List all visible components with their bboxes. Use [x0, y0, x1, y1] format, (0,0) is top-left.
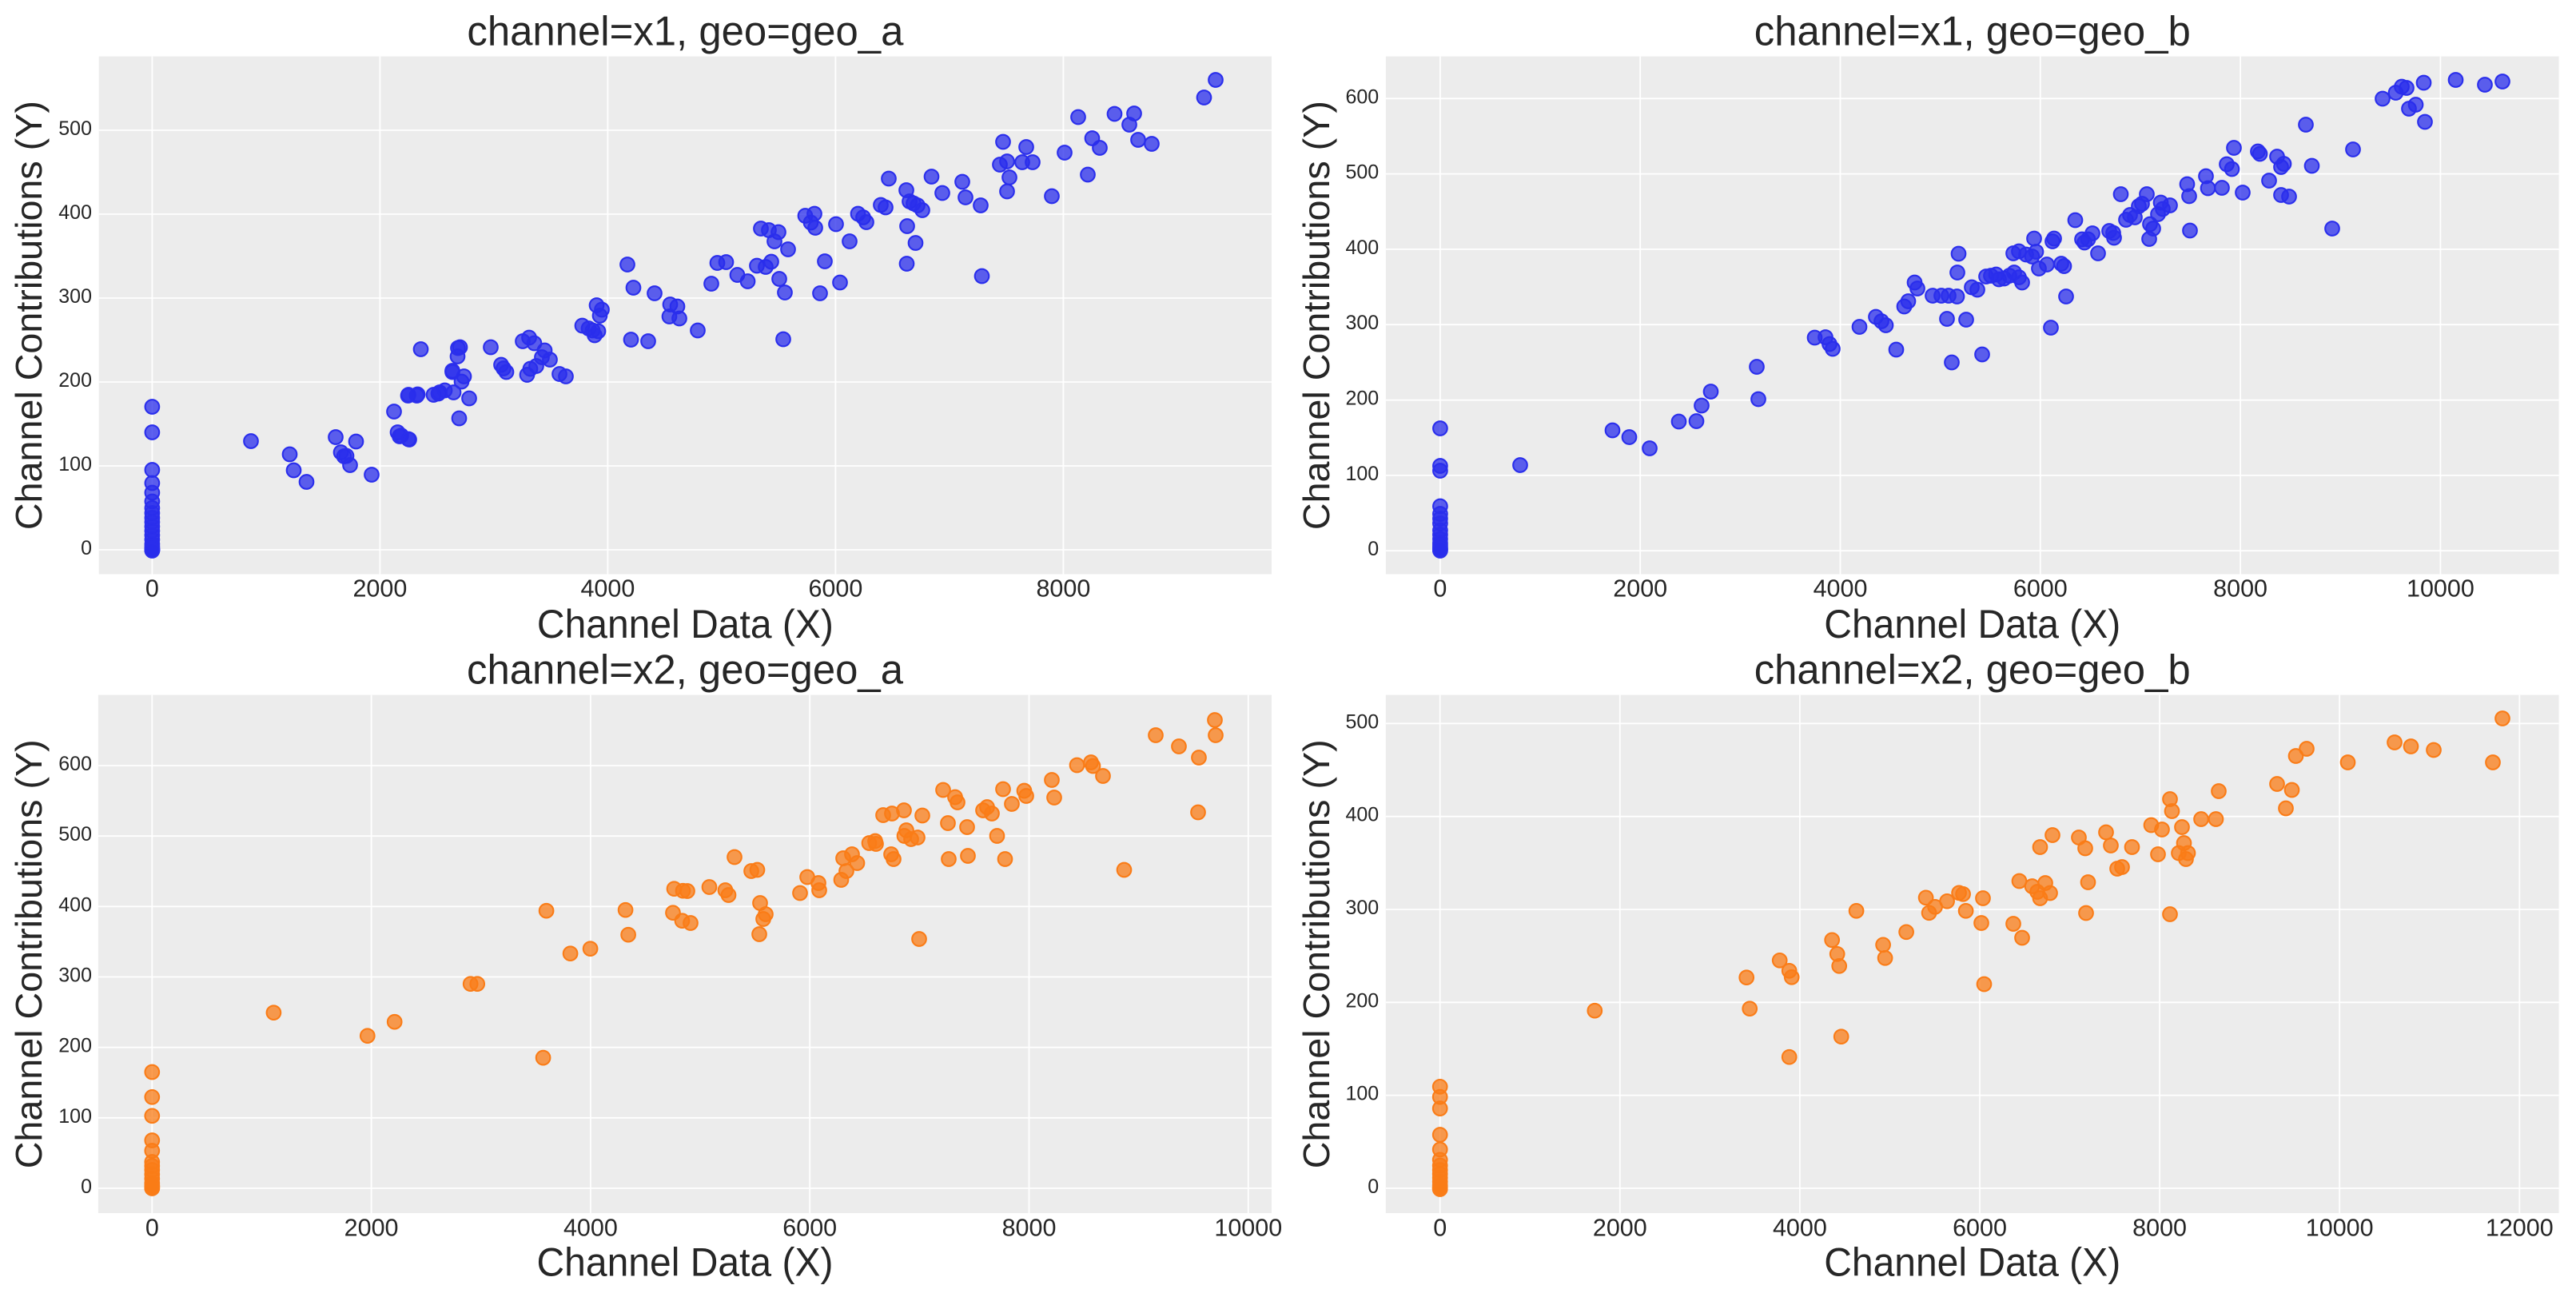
- svg-text:300: 300: [1345, 312, 1379, 334]
- svg-text:2000: 2000: [344, 1215, 399, 1242]
- svg-text:2000: 2000: [1593, 1215, 1647, 1242]
- svg-text:0: 0: [81, 1176, 92, 1198]
- svg-text:8000: 8000: [1036, 575, 1090, 603]
- svg-text:600: 600: [58, 753, 92, 775]
- svg-text:500: 500: [1345, 161, 1379, 184]
- svg-text:10000: 10000: [1214, 1215, 1282, 1242]
- svg-text:Channel Data (X): Channel Data (X): [1824, 602, 2120, 647]
- svg-text:channel=x2, geo=geo_a: channel=x2, geo=geo_a: [467, 647, 903, 694]
- svg-text:0: 0: [1368, 1176, 1379, 1198]
- svg-text:channel=x2, geo=geo_b: channel=x2, geo=geo_b: [1754, 647, 2191, 694]
- svg-text:6000: 6000: [808, 575, 862, 603]
- svg-text:4000: 4000: [1814, 575, 1868, 603]
- svg-text:4000: 4000: [1773, 1215, 1827, 1242]
- svg-text:300: 300: [58, 965, 92, 987]
- svg-text:400: 400: [58, 201, 92, 224]
- svg-text:0: 0: [81, 537, 92, 559]
- svg-text:300: 300: [1345, 897, 1379, 919]
- svg-text:200: 200: [1345, 989, 1379, 1012]
- svg-text:6000: 6000: [782, 1215, 837, 1242]
- svg-text:10000: 10000: [2407, 575, 2474, 603]
- svg-text:Channel Contributions (Y): Channel Contributions (Y): [8, 101, 50, 530]
- svg-text:200: 200: [58, 1035, 92, 1057]
- svg-text:500: 500: [58, 117, 92, 140]
- svg-text:6000: 6000: [2013, 575, 2068, 603]
- svg-text:8000: 8000: [2132, 1215, 2187, 1242]
- svg-text:6000: 6000: [1953, 1215, 2007, 1242]
- svg-text:12000: 12000: [2486, 1215, 2554, 1242]
- svg-text:Channel Data (X): Channel Data (X): [1824, 1240, 2120, 1285]
- svg-text:0: 0: [145, 1215, 159, 1242]
- svg-text:200: 200: [58, 369, 92, 392]
- svg-text:2000: 2000: [1613, 575, 1667, 603]
- svg-text:4000: 4000: [580, 575, 635, 603]
- svg-text:10000: 10000: [2306, 1215, 2374, 1242]
- svg-text:Channel Data (X): Channel Data (X): [537, 1240, 834, 1285]
- svg-text:100: 100: [1345, 463, 1379, 485]
- svg-text:Channel Contributions (Y): Channel Contributions (Y): [1296, 739, 1337, 1168]
- svg-text:0: 0: [1368, 538, 1379, 560]
- svg-text:400: 400: [58, 893, 92, 916]
- svg-text:4000: 4000: [563, 1215, 618, 1242]
- svg-text:8000: 8000: [2213, 575, 2267, 603]
- svg-text:500: 500: [1345, 710, 1379, 733]
- svg-text:Channel Data (X): Channel Data (X): [537, 602, 834, 647]
- svg-text:400: 400: [1345, 237, 1379, 259]
- svg-text:200: 200: [1345, 388, 1379, 410]
- svg-text:Channel Contributions (Y): Channel Contributions (Y): [1296, 101, 1337, 530]
- svg-text:100: 100: [1345, 1083, 1379, 1105]
- svg-text:0: 0: [1433, 575, 1447, 603]
- svg-text:0: 0: [1433, 1215, 1447, 1242]
- svg-text:Channel Contributions (Y): Channel Contributions (Y): [8, 739, 50, 1168]
- svg-text:300: 300: [58, 285, 92, 308]
- svg-text:0: 0: [145, 575, 159, 603]
- svg-text:channel=x1, geo=geo_b: channel=x1, geo=geo_b: [1754, 9, 2191, 55]
- svg-text:100: 100: [58, 1105, 92, 1128]
- svg-text:400: 400: [1345, 804, 1379, 826]
- svg-text:500: 500: [58, 823, 92, 845]
- svg-text:2000: 2000: [352, 575, 407, 603]
- svg-text:100: 100: [58, 453, 92, 475]
- svg-text:600: 600: [1345, 86, 1379, 108]
- svg-text:8000: 8000: [1002, 1215, 1057, 1242]
- svg-text:channel=x1, geo=geo_a: channel=x1, geo=geo_a: [467, 9, 903, 55]
